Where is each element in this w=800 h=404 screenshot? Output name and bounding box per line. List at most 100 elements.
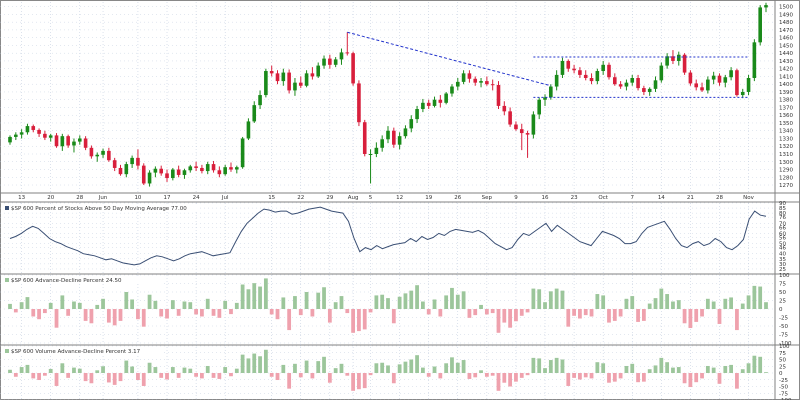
volume-adv-decline-bar-positive: [659, 357, 664, 373]
candle-up: [77, 138, 82, 142]
adv-decline-bar-negative: [362, 309, 367, 330]
adv-decline-bar-negative: [112, 309, 117, 326]
volume-adv-decline-bar-negative: [566, 373, 571, 386]
volume-adv-decline-bar-positive: [240, 354, 245, 373]
adv-decline-bar-positive: [705, 298, 710, 309]
volume-adv-decline-bar-negative: [43, 373, 47, 376]
volume-adv-decline-bar-negative: [362, 373, 367, 389]
adv-decline-y-tick-label: 25: [779, 299, 786, 305]
adv-decline-bar-negative: [426, 309, 431, 315]
volume-adv-decline-bar-negative: [159, 373, 164, 378]
adv-decline-bar-positive: [304, 292, 309, 309]
adv-decline-bar-negative: [43, 309, 47, 314]
adv-decline-bar-positive: [554, 288, 559, 309]
volume-adv-decline-bar-negative: [66, 373, 71, 378]
candle-down: [612, 77, 617, 85]
adv-decline-bar-negative: [37, 309, 41, 320]
volume-adv-decline-bar-negative: [229, 373, 233, 377]
volume-adv-decline-y-tick-label: -75: [779, 391, 788, 397]
adv-decline-bar-positive: [601, 295, 606, 309]
volume-adv-decline-bar-negative: [200, 373, 204, 379]
volume-adv-decline-bar-positive: [647, 369, 652, 373]
candle-down: [54, 135, 59, 147]
candle-up: [240, 138, 245, 168]
adv-decline-bar-positive: [723, 298, 728, 309]
adv-decline-bar-negative: [269, 309, 274, 315]
candle-up: [380, 139, 384, 148]
price-y-tick-label: 1340: [779, 129, 793, 135]
volume-adv-decline-bar-positive: [671, 367, 675, 373]
volume-adv-decline-bar-positive: [595, 362, 600, 373]
candle-down: [176, 169, 181, 175]
adv-decline-y-tick-label: 75: [779, 282, 786, 288]
adv-decline-bar-positive: [548, 291, 553, 309]
volume-adv-decline-bar-positive: [60, 363, 65, 373]
volume-adv-decline-bar-negative: [502, 373, 507, 383]
adv-decline-bar-negative: [578, 309, 582, 319]
adv-decline-bar-negative: [165, 309, 169, 319]
candle-up: [130, 157, 134, 165]
volume-adv-decline-bar-negative: [508, 373, 513, 387]
volume-adv-decline-bar-positive: [455, 362, 460, 373]
candle-down: [618, 84, 623, 87]
volume-adv-decline-bar-positive: [752, 355, 757, 373]
volume-adv-decline-bar-negative: [519, 373, 524, 378]
candle-down: [496, 84, 501, 106]
adv-decline-bar-positive: [322, 287, 326, 309]
x-tick-label: 17: [164, 195, 171, 201]
candle-up: [368, 154, 373, 155]
candle-up: [205, 164, 210, 172]
candle-down: [287, 72, 291, 91]
candle-up: [316, 65, 321, 77]
adv-decline-bar-negative: [391, 309, 396, 324]
candle-up: [711, 75, 716, 80]
price-y-tick-label: 1310: [779, 152, 793, 158]
adv-decline-bar-negative: [66, 309, 71, 316]
volume-adv-decline-bar-positive: [72, 367, 76, 373]
candle-up: [403, 128, 408, 137]
adv-decline-bar-positive: [397, 296, 402, 309]
adv-decline-y-tick-label: -100: [779, 341, 792, 347]
x-tick-label: 10: [134, 195, 141, 201]
resistance-trendline: [347, 31, 551, 87]
breadth-line: [9, 206, 767, 266]
adv-decline-bar-positive: [48, 302, 53, 309]
adv-decline-bar-positive: [293, 296, 297, 309]
adv-decline-bar-negative: [566, 309, 571, 327]
volume-adv-decline-bar-negative: [438, 373, 443, 379]
volume-adv-decline-bar-negative: [118, 373, 123, 382]
volume-adv-decline-y-tick-label: -25: [779, 378, 788, 384]
adv-decline-bar-positive: [537, 289, 542, 309]
volume-adv-decline-bar-negative: [368, 373, 373, 376]
volume-adv-decline-bar-negative: [490, 373, 495, 376]
volume-adv-decline-bar-positive: [101, 366, 105, 373]
candle-up: [653, 80, 658, 89]
x-tick-label: 5: [369, 195, 373, 201]
adv-decline-bar-positive: [659, 288, 664, 309]
x-tick-label: 20: [47, 195, 54, 201]
adv-decline-bar-negative: [275, 309, 280, 320]
price-y-tick-label: 1300: [779, 160, 793, 166]
volume-adv-decline-bar-negative: [578, 373, 582, 380]
x-tick-label: 14: [658, 195, 665, 201]
candle-down: [31, 126, 36, 130]
price-y-tick-label: 1400: [779, 82, 793, 88]
volume-adv-decline-bar-positive: [153, 367, 158, 373]
candle-up: [182, 170, 187, 175]
volume-adv-decline-bar-negative: [682, 373, 687, 384]
candle-up: [461, 73, 466, 82]
candle-up: [374, 147, 379, 154]
adv-decline-bar-negative: [502, 309, 507, 323]
volume-adv-decline-bar-negative: [194, 373, 198, 377]
volume-adv-decline-bar-positive: [676, 367, 681, 373]
candle-down: [519, 129, 524, 134]
candle-down: [200, 167, 204, 172]
volume-adv-decline-bar-positive: [95, 370, 100, 373]
breadth-legend-swatch: [5, 206, 9, 210]
x-tick-label: 13: [18, 195, 25, 201]
candle-down: [717, 75, 722, 83]
price-y-tick-label: 1330: [779, 136, 793, 142]
adv-decline-bar-negative: [176, 309, 181, 316]
candle-up: [234, 167, 239, 170]
adv-decline-bar-positive: [665, 294, 670, 309]
